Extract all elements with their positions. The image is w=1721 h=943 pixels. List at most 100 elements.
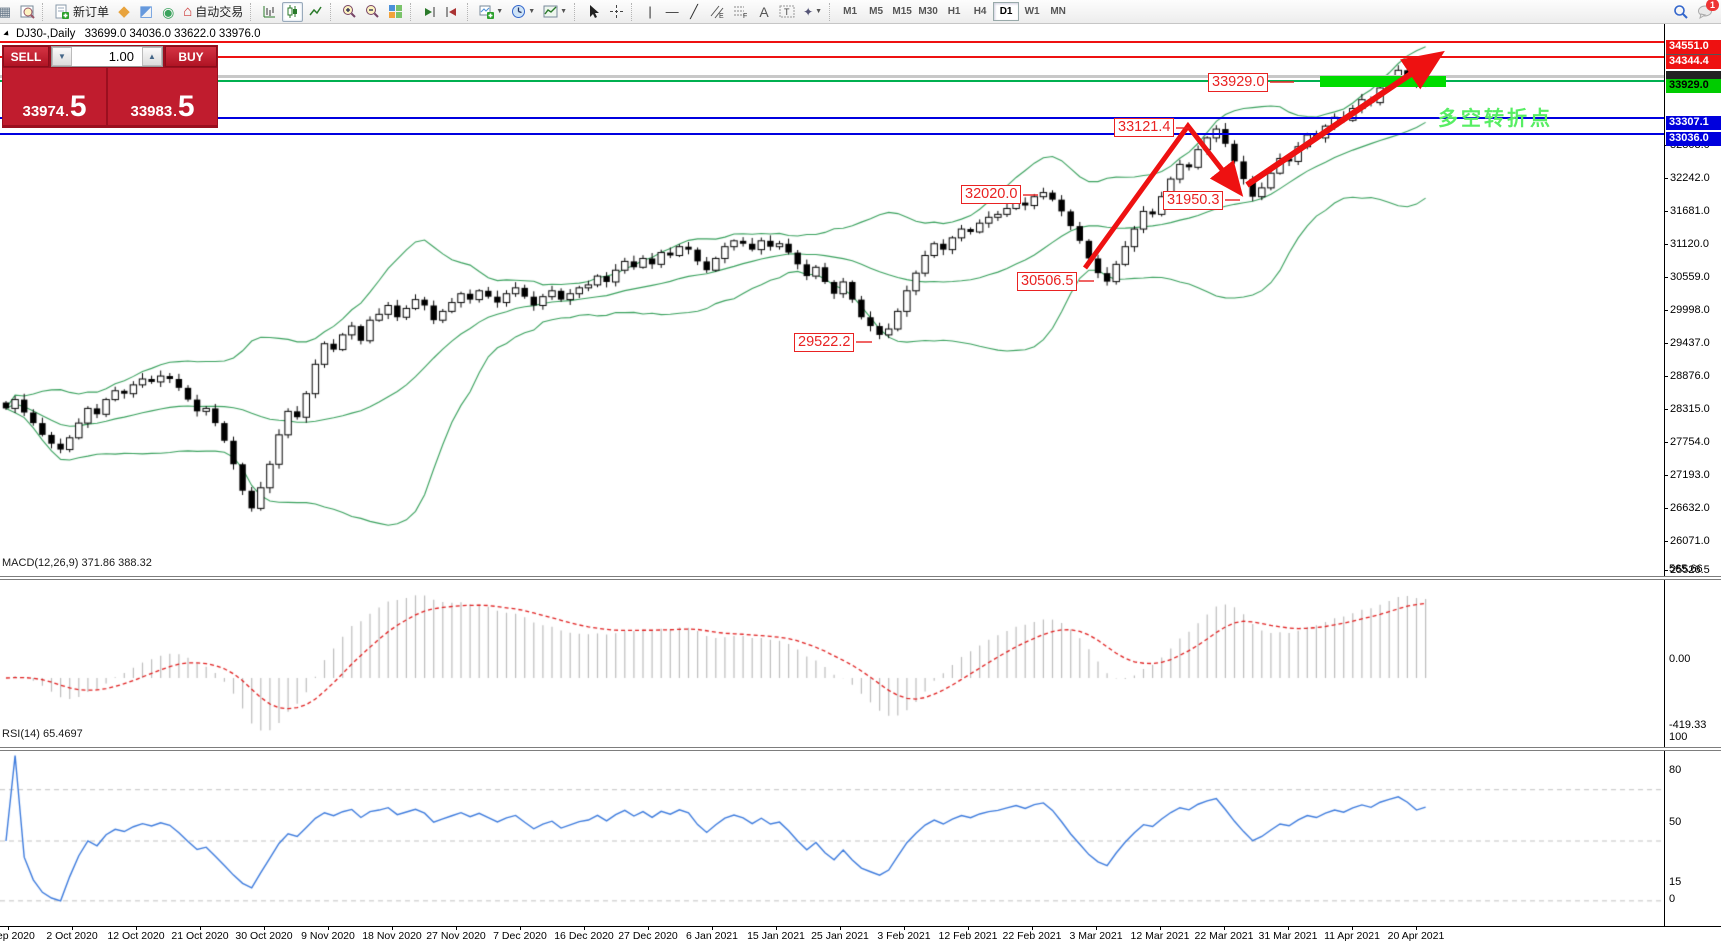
tf-h1[interactable]: H1	[947, 6, 961, 17]
crosshair-icon	[610, 5, 624, 18]
level-line-33036.0[interactable]	[0, 133, 1664, 135]
vertical-line-button[interactable]: |	[640, 2, 660, 22]
tf-h4[interactable]: H4	[973, 6, 987, 17]
annotation-29522.2[interactable]: 29522.2	[794, 333, 855, 352]
shapes-icon: ✦	[803, 4, 814, 19]
tf-d1[interactable]: D1	[993, 2, 1020, 21]
channel-button[interactable]: E	[706, 2, 728, 22]
date-tick	[648, 927, 649, 930]
date-tick	[1416, 927, 1417, 930]
auto-scroll-button[interactable]	[419, 2, 440, 22]
silver-level-line[interactable]	[0, 75, 1664, 78]
date-label: 30 Oct 2020	[235, 930, 293, 942]
date-label: 2 Oct 2020	[46, 930, 98, 942]
indicators-dropdown[interactable]: ▼	[540, 2, 570, 22]
zoom-out-button[interactable]	[362, 2, 383, 22]
trendline-icon: ╱	[690, 4, 698, 19]
chart-shift-icon	[446, 7, 457, 17]
tf-m30[interactable]: M30	[918, 6, 938, 17]
price-axis[interactable]: 34551.034344.433929.033307.133036.032803…	[1664, 24, 1721, 926]
price-chart-canvas[interactable]	[0, 25, 1664, 576]
panel-separator[interactable]	[0, 747, 1721, 751]
fibonacci-button[interactable]: F	[730, 2, 752, 22]
date-tick	[1032, 927, 1033, 930]
indicator-axis-tick: -419.33	[1669, 719, 1707, 731]
panel-separator[interactable]	[0, 576, 1721, 580]
level-line-34551.0[interactable]	[0, 41, 1664, 43]
annotation-33121.4[interactable]: 33121.4	[1114, 118, 1175, 137]
date-tick	[200, 927, 201, 930]
toolbar-separator	[330, 2, 335, 21]
bar-chart-button[interactable]	[259, 2, 280, 22]
horizontal-line-button[interactable]: —	[662, 2, 682, 22]
date-label: 3 Feb 2021	[877, 930, 931, 942]
volume-input[interactable]: 1.00	[108, 49, 134, 64]
cursor-button[interactable]	[583, 2, 604, 22]
annotation-33929.0[interactable]: 33929.0	[1208, 73, 1269, 92]
ask-dot: .	[173, 104, 177, 119]
annotation-32020.0[interactable]: 32020.0	[961, 185, 1022, 204]
text-label-button[interactable]: T	[776, 2, 798, 22]
tile-windows-button[interactable]	[385, 2, 406, 22]
ask-big-digit: 5	[177, 90, 195, 123]
turning-point-note[interactable]: 多空转折点	[1438, 108, 1553, 130]
date-label: 12 Feb 2021	[938, 930, 998, 942]
indicator-axis-tick: 100	[1669, 731, 1688, 743]
rally-arrow[interactable]	[1245, 50, 1445, 188]
trendline-button[interactable]: ╱	[684, 2, 704, 22]
search-button[interactable]	[1670, 2, 1692, 22]
chart-shift-button[interactable]	[442, 2, 463, 22]
new-chart-dropdown[interactable]: ▼	[476, 2, 506, 22]
text-button[interactable]: A	[754, 2, 774, 22]
data-window-icon[interactable]	[17, 2, 38, 22]
annotation-31950.3[interactable]: 31950.3	[1163, 191, 1224, 210]
autotrading-button[interactable]: ⌂ 自动交易	[180, 2, 246, 22]
terminal-icon[interactable]: ◩	[136, 2, 156, 22]
level-line-34344.4[interactable]	[0, 56, 1664, 58]
tf-w1[interactable]: W1	[1024, 6, 1040, 17]
indicator-axis-tick: 0	[1669, 893, 1676, 905]
date-tick	[328, 927, 329, 930]
text-icon: A	[759, 3, 769, 20]
level-line-33307.1[interactable]	[0, 117, 1664, 119]
volume-decrease-button[interactable]: ▼	[52, 47, 72, 66]
tf-m1[interactable]: M1	[843, 6, 858, 17]
time-axis[interactable]: 3 Sep 2020 2 Oct 2020 12 Oct 2020 21 Oct 20…	[0, 926, 1721, 943]
tf-m15[interactable]: M15	[892, 6, 912, 17]
price-tick: 26632.0	[1665, 502, 1721, 514]
zigzag-arrow[interactable]	[1082, 121, 1244, 270]
green-highlight-bar[interactable]	[1320, 76, 1446, 87]
volume-increase-button[interactable]: ▲	[142, 47, 162, 66]
sell-button[interactable]: SELL	[3, 46, 49, 67]
notifications-button[interactable]: 1	[1694, 0, 1719, 22]
profiles-dropdown[interactable]: ▼	[508, 2, 538, 22]
rsi-canvas[interactable]	[0, 751, 1664, 926]
level-line-33929.0[interactable]	[0, 80, 1664, 82]
price-tick: 30559.0	[1665, 271, 1721, 283]
metaeditor-icon[interactable]: ◆	[114, 2, 134, 22]
alerts-icon[interactable]: ◉	[158, 2, 178, 22]
zoom-in-button[interactable]	[339, 2, 360, 22]
new-order-button[interactable]: 新订单	[51, 2, 112, 22]
date-label: 20 Apr 2021	[1387, 930, 1445, 942]
vline-icon: |	[648, 4, 652, 19]
macd-label: MACD(12,26,9) 371.86 388.32	[2, 557, 152, 569]
price-tick: 26071.0	[1665, 535, 1721, 547]
market-watch-icon[interactable]: ▦	[0, 2, 15, 22]
buy-button[interactable]: BUY	[165, 46, 217, 67]
price-badge-34551.0: 34551.0	[1666, 40, 1721, 54]
tf-mn[interactable]: MN	[1050, 6, 1066, 17]
line-chart-button[interactable]	[305, 2, 326, 22]
shapes-dropdown[interactable]: ✦ ▼	[800, 2, 825, 22]
crosshair-button[interactable]	[606, 2, 627, 22]
annotation-30506.5[interactable]: 30506.5	[1017, 272, 1078, 291]
price-tick: 29998.0	[1665, 304, 1721, 316]
macd-canvas[interactable]	[0, 580, 1664, 747]
ask-price-display[interactable]: 33983 . 5	[108, 68, 217, 125]
toolbar-separator	[631, 2, 636, 21]
toolbar-separator	[467, 2, 472, 21]
tf-m5[interactable]: M5	[869, 6, 884, 17]
date-label: 6 Jan 2021	[686, 930, 738, 942]
bid-price-display[interactable]: 33974 . 5	[3, 68, 106, 125]
candlestick-chart-button[interactable]	[282, 1, 304, 22]
